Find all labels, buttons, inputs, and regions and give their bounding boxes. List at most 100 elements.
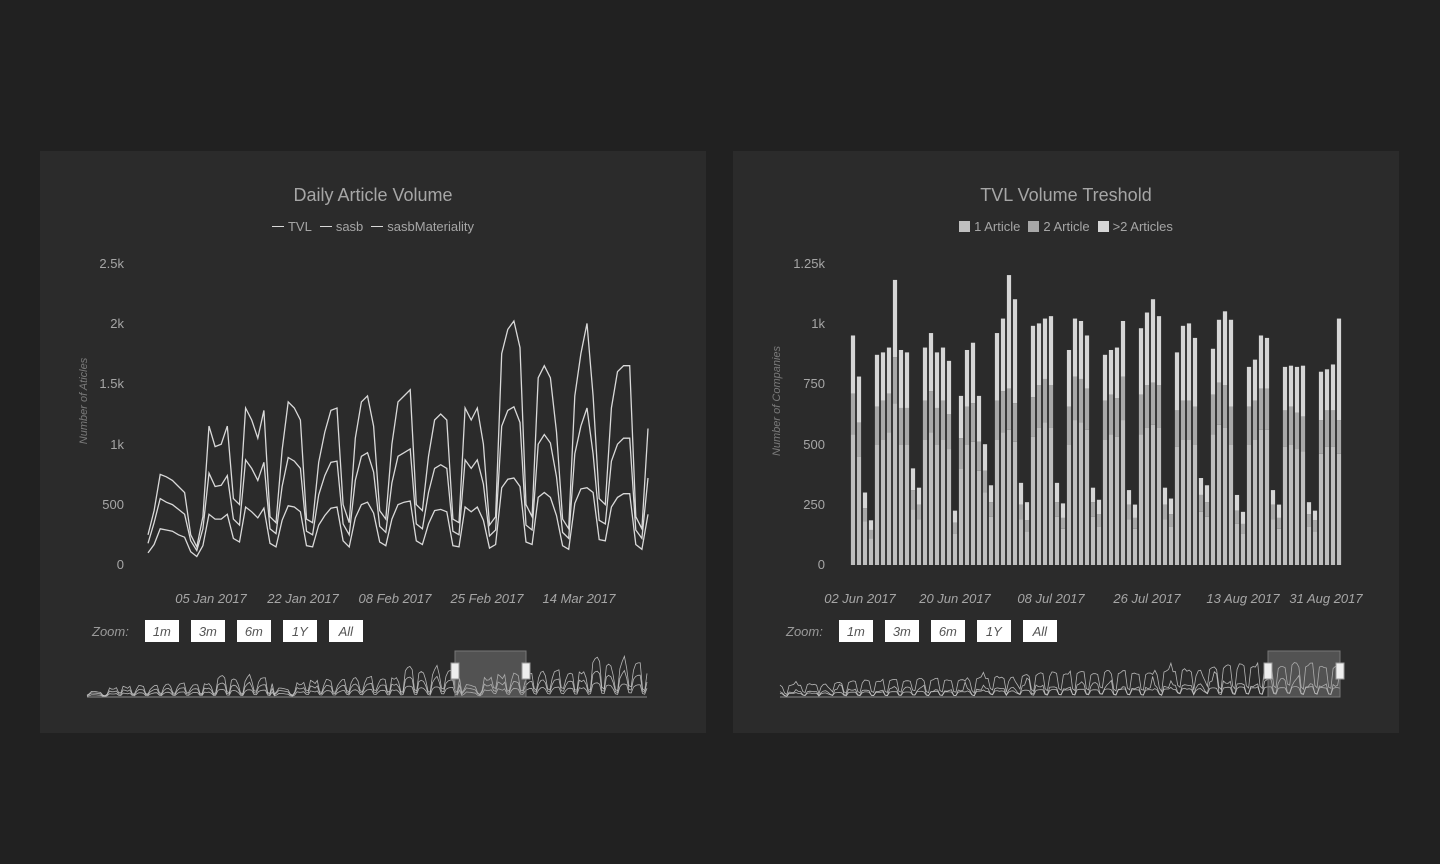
bar-segment	[940, 439, 946, 565]
legend-item-more-articles[interactable]: >2 Articles	[1097, 219, 1173, 234]
bar-segment	[904, 444, 910, 565]
legend-item-sasb[interactable]: sasb	[319, 219, 363, 234]
zoom-1y-button[interactable]: 1Y	[976, 620, 1011, 642]
zoom-6m-button[interactable]: 6m	[930, 620, 965, 642]
bar-segment	[958, 395, 964, 439]
bar-segment	[1252, 359, 1258, 401]
bar-segment	[1108, 434, 1114, 565]
x-tick-label: 25 Feb 2017	[450, 591, 524, 606]
bar-segment	[1066, 444, 1072, 565]
range-navigator[interactable]	[779, 649, 1345, 699]
bar-segment	[1012, 403, 1018, 442]
bar-segment	[1138, 394, 1144, 435]
legend-item-tvl[interactable]: TVL	[271, 219, 312, 234]
bar-segment	[1132, 517, 1138, 529]
bar-segment	[886, 393, 892, 433]
bar-plot-area[interactable]	[850, 263, 1342, 565]
bar-segment	[958, 438, 964, 469]
bar-segment	[1042, 318, 1048, 379]
bar-segment	[1084, 429, 1090, 565]
bar-segment	[1234, 494, 1240, 511]
bar-segment	[874, 354, 880, 407]
navigator-mask[interactable]	[1267, 650, 1341, 698]
bar-segment	[1036, 385, 1042, 428]
zoom-label: Zoom:	[786, 623, 823, 639]
y-tick-label: 250	[803, 497, 825, 512]
bar-segment	[868, 520, 874, 530]
bar-segment	[1126, 519, 1132, 565]
bar-segment	[1030, 397, 1036, 437]
line-plot-area[interactable]	[147, 263, 649, 565]
legend-item-2-article[interactable]: 2 Article	[1028, 219, 1090, 234]
bar-segment	[1072, 420, 1078, 565]
bar-segment	[850, 335, 856, 394]
bar-segment	[1318, 371, 1324, 421]
bar-segment	[1276, 528, 1282, 565]
bar-segment	[1006, 275, 1012, 389]
bar-segment	[1204, 502, 1210, 517]
range-navigator[interactable]	[86, 649, 649, 699]
bar-segment	[1210, 394, 1216, 435]
bar-segment	[868, 538, 874, 565]
zoom-all-button[interactable]: All	[1022, 620, 1057, 642]
bar-segment	[994, 333, 1000, 401]
legend-item-sasbmateriality[interactable]: sasbMateriality	[371, 219, 474, 234]
zoom-controls: Zoom: 1m 3m 6m 1Y All	[786, 620, 1057, 642]
bar-segment	[1084, 335, 1090, 389]
navigator-handle-right[interactable]	[1335, 662, 1345, 680]
bar-segment	[1282, 446, 1288, 565]
bar-segment	[1168, 514, 1174, 527]
bar-segment	[1204, 485, 1210, 503]
bar-segment	[1024, 520, 1030, 532]
bar-segment	[1198, 511, 1204, 565]
y-tick-label: 0	[817, 557, 825, 572]
bar-segment	[1156, 316, 1162, 386]
bar-segment	[958, 468, 964, 565]
bar-segment	[1006, 388, 1012, 430]
zoom-1m-button[interactable]: 1m	[144, 620, 179, 642]
bar-segment	[1000, 318, 1006, 392]
bar-segment	[1066, 349, 1072, 407]
bar-segment	[934, 352, 940, 408]
x-tick-label: 08 Jul 2017	[1017, 591, 1085, 606]
zoom-1m-button[interactable]: 1m	[838, 620, 873, 642]
navigator-handle-left[interactable]	[450, 662, 460, 680]
bar-segment	[1336, 453, 1342, 565]
bar-segment	[1144, 385, 1150, 428]
bar-segment	[1132, 528, 1138, 565]
legend-line-icon	[271, 226, 284, 227]
navigator-mask[interactable]	[454, 650, 527, 698]
zoom-3m-button[interactable]: 3m	[884, 620, 919, 642]
y-tick-label: 500	[102, 497, 124, 512]
bar-segment	[916, 519, 922, 565]
bar-segment	[928, 432, 934, 565]
bar-segment	[1192, 444, 1198, 565]
y-tick-label: 2k	[110, 316, 124, 331]
bar-segment	[1024, 531, 1030, 565]
bar-segment	[1294, 449, 1300, 565]
bar-segment	[1156, 385, 1162, 428]
zoom-6m-button[interactable]: 6m	[236, 620, 271, 642]
navigator-handle-right[interactable]	[521, 662, 531, 680]
bar-segment	[1210, 434, 1216, 565]
bar-segment	[1276, 504, 1282, 518]
bar-segment	[1096, 499, 1102, 515]
navigator-line	[86, 669, 648, 697]
bar-segment	[892, 279, 898, 358]
legend-swatch-icon	[959, 221, 971, 232]
bar-segment	[1246, 366, 1252, 407]
bar-segment	[886, 347, 892, 394]
bar-segment	[1216, 424, 1222, 565]
zoom-3m-button[interactable]: 3m	[190, 620, 225, 642]
bar-segment	[874, 406, 880, 445]
zoom-all-button[interactable]: All	[328, 620, 363, 642]
legend-item-1-article[interactable]: 1 Article	[959, 219, 1020, 234]
navigator-handle-left[interactable]	[1263, 662, 1273, 680]
bar-segment	[1204, 516, 1210, 565]
bar-segment	[856, 456, 862, 565]
zoom-1y-button[interactable]: 1Y	[282, 620, 317, 642]
y-tick-label: 500	[803, 437, 825, 452]
navigator-line	[779, 670, 1341, 697]
bar-segment	[1048, 316, 1054, 386]
bar-segment	[1120, 420, 1126, 565]
